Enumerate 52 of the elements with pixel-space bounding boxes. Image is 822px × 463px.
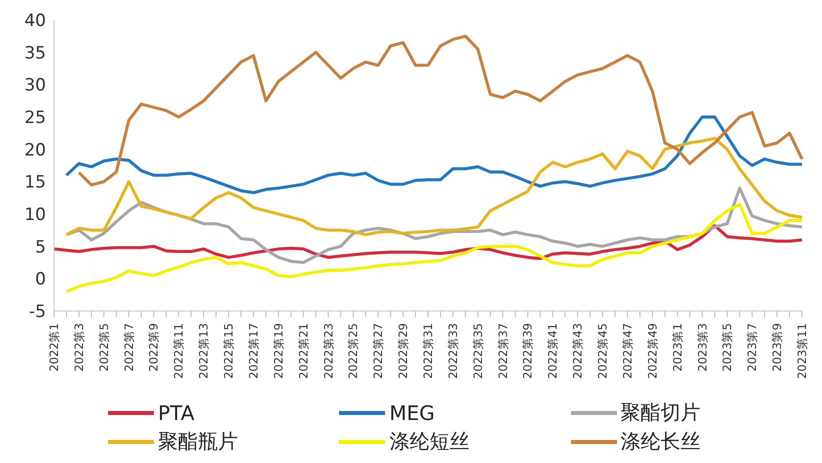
x-tick-label: 2023第1 (670, 323, 684, 372)
y-tick-label: 30 (24, 76, 46, 96)
x-tick-label: 2023第3 (695, 323, 710, 372)
x-tick-label: 2022第13 (196, 323, 211, 379)
x-tick-label: 2022第41 (546, 323, 560, 379)
x-tick-label: 2022第35 (470, 323, 485, 379)
y-tick-label: 20 (24, 140, 46, 160)
y-tick-label: 10 (24, 205, 46, 226)
legend-label: 涤纶长丝 (620, 428, 701, 455)
x-tick-label: 2022第31 (421, 323, 435, 379)
x-tick-label: 2023第7 (745, 323, 760, 372)
y-tick-label: 15 (24, 172, 46, 193)
y-tick-label: -5 (29, 302, 46, 322)
x-tick-label: 2022第33 (446, 323, 460, 379)
x-tick-label: 2022第19 (271, 323, 286, 379)
line-series (52, 224, 804, 260)
x-tick-label: 2022第23 (321, 323, 336, 379)
legend-label: 聚酯瓶片 (158, 428, 238, 455)
legend-label: 涤纶短丝 (389, 428, 470, 455)
x-tick-label: 2022第5 (96, 323, 111, 372)
x-tick-label: 2022第11 (172, 323, 186, 379)
x-tick-label: 2022第27 (371, 323, 386, 379)
legend-label: PTA (158, 400, 194, 424)
y-tick-label: 5 (35, 237, 46, 258)
x-tick-label: 2022第9 (146, 323, 161, 372)
x-tick-label: 2022第43 (570, 323, 585, 379)
x-tick-label: 2022第17 (246, 323, 260, 379)
y-tick-label: 0 (35, 270, 46, 290)
legend-label: 聚酯切片 (620, 399, 701, 426)
legend-label: MEG (389, 400, 435, 424)
x-tick-label: 2023第5 (720, 323, 734, 372)
y-tick-label: 35 (24, 43, 46, 64)
x-tick-label: 2022第47 (620, 323, 634, 379)
x-tick-label: 2022第49 (645, 323, 660, 379)
x-tick-label: 2022第15 (222, 323, 236, 379)
x-tick-label: 2023第11 (795, 323, 809, 379)
x-tick-label: 2022第1 (47, 323, 61, 372)
x-tick-label: 2023第9 (770, 323, 784, 372)
x-tick-label: 2022第37 (496, 323, 510, 379)
x-tick-label: 2022第39 (520, 323, 535, 379)
line-series (64, 136, 804, 236)
line-series (64, 202, 804, 294)
x-tick-label: 2022第21 (296, 323, 310, 379)
x-tick-label: 2022第45 (596, 323, 610, 379)
x-tick-label: 2022第25 (346, 323, 360, 379)
y-tick-label: 40 (24, 11, 46, 32)
line-series (77, 34, 804, 186)
line-series (64, 116, 804, 194)
y-tick-label: 25 (24, 108, 46, 128)
x-tick-label: 2022第29 (396, 323, 410, 379)
x-tick-label: 2022第3 (72, 323, 86, 372)
x-tick-label: 2022第7 (122, 323, 136, 372)
